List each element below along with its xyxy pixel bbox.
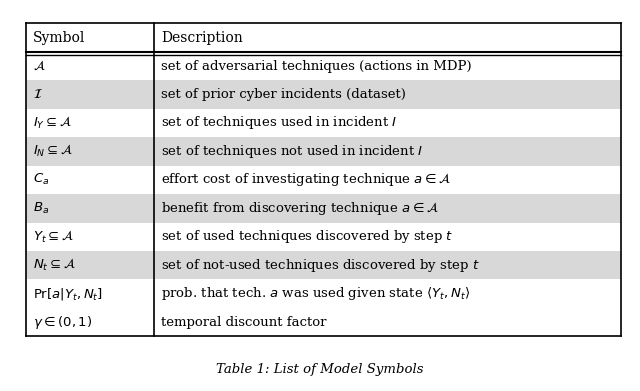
Text: effort cost of investigating technique $a \in \mathcal{A}$: effort cost of investigating technique $… — [161, 171, 452, 188]
Text: Symbol: Symbol — [33, 30, 86, 45]
Text: $I_N \subseteq \mathcal{A}$: $I_N \subseteq \mathcal{A}$ — [33, 143, 74, 160]
Text: prob. that tech. $a$ was used given state $\langle Y_t, N_t\rangle$: prob. that tech. $a$ was used given stat… — [161, 285, 470, 302]
Bar — [26, 137, 621, 166]
Text: $B_a$: $B_a$ — [33, 201, 49, 216]
Text: benefit from discovering technique $a \in \mathcal{A}$: benefit from discovering technique $a \i… — [161, 200, 439, 217]
Text: Description: Description — [161, 30, 243, 45]
Text: set of adversarial techniques (actions in MDP): set of adversarial techniques (actions i… — [161, 59, 472, 73]
Text: temporal discount factor: temporal discount factor — [161, 316, 327, 328]
Text: set of not-used techniques discovered by step $t$: set of not-used techniques discovered by… — [161, 256, 480, 274]
Text: $\gamma \in (0, 1)$: $\gamma \in (0, 1)$ — [33, 314, 93, 330]
Text: $I_Y \subseteq \mathcal{A}$: $I_Y \subseteq \mathcal{A}$ — [33, 115, 72, 131]
Text: $Y_t \subseteq \mathcal{A}$: $Y_t \subseteq \mathcal{A}$ — [33, 229, 74, 245]
Text: set of prior cyber incidents (dataset): set of prior cyber incidents (dataset) — [161, 88, 406, 101]
Bar — [26, 194, 621, 222]
Text: $C_a$: $C_a$ — [33, 172, 49, 187]
Text: $\mathcal{I}$: $\mathcal{I}$ — [33, 88, 43, 101]
Bar — [26, 80, 621, 109]
Text: set of techniques used in incident $I$: set of techniques used in incident $I$ — [161, 115, 397, 131]
Text: set of techniques not used in incident $I$: set of techniques not used in incident $… — [161, 143, 424, 160]
Text: Table 1: List of Model Symbols: Table 1: List of Model Symbols — [216, 363, 424, 376]
Text: set of used techniques discovered by step $t$: set of used techniques discovered by ste… — [161, 228, 454, 245]
Text: $N_t \subseteq \mathcal{A}$: $N_t \subseteq \mathcal{A}$ — [33, 257, 76, 273]
Text: $\mathcal{A}$: $\mathcal{A}$ — [33, 59, 46, 73]
Bar — [26, 251, 621, 280]
Text: $\Pr[a|Y_t, N_t]$: $\Pr[a|Y_t, N_t]$ — [33, 285, 104, 301]
